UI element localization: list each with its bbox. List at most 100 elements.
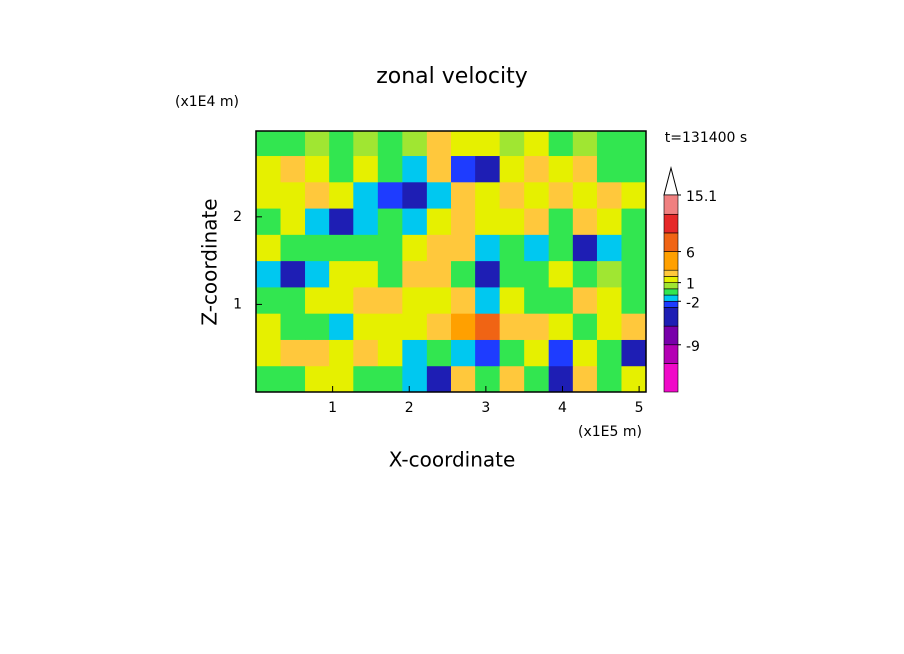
field-cell [377, 234, 403, 262]
field-cell [596, 181, 622, 209]
field-cell [451, 155, 476, 183]
field-cell [280, 155, 306, 183]
field-cell [621, 234, 647, 262]
field-cell [621, 365, 647, 393]
field-cell [280, 365, 306, 393]
field-cell [329, 181, 354, 209]
field-cell [353, 313, 379, 340]
field-cell [596, 155, 622, 183]
field-cell [548, 131, 574, 157]
field-cell [572, 365, 598, 393]
colorbar-tick-label: -2 [686, 295, 700, 311]
field-cell [524, 131, 550, 157]
field-cell [353, 155, 379, 183]
field [256, 131, 647, 393]
field-cell [329, 131, 354, 157]
colorbar-bin [663, 213, 679, 234]
field-cell [305, 286, 330, 314]
x-tick-label: 4 [558, 400, 567, 416]
field-cell [353, 181, 379, 209]
field-cell [377, 131, 403, 157]
field-cell [451, 339, 476, 367]
colorbar-bin [663, 294, 679, 302]
colorbar-tick-label: 15.1 [686, 189, 717, 205]
field-cell [402, 286, 428, 314]
field-cell [305, 339, 330, 367]
field-cell [548, 313, 574, 340]
field-cell [548, 181, 574, 209]
y-unit: (x1E4 m) [175, 94, 239, 110]
x-tick-label: 2 [405, 400, 414, 416]
field-cell [475, 208, 501, 235]
field-cell [353, 208, 379, 235]
field-cell [596, 260, 622, 288]
field-cell [475, 131, 501, 157]
field-cell [451, 313, 476, 340]
field-cell [402, 131, 428, 157]
colorbar-tick-label: -9 [686, 339, 700, 355]
field-cell [256, 181, 282, 209]
field-cell [596, 131, 622, 157]
field-cell [329, 208, 354, 235]
x-axis-title: X-coordinate [389, 448, 516, 472]
field-cell [548, 286, 574, 314]
field-cell [329, 286, 354, 314]
field-cell [377, 155, 403, 183]
field-cell [499, 234, 525, 262]
field-cell [475, 260, 501, 288]
x-unit: (x1E5 m) [578, 424, 642, 440]
field-cell [548, 260, 574, 288]
field-cell [377, 286, 403, 314]
field-cell [280, 181, 306, 209]
field-cell [499, 339, 525, 367]
field-cell [426, 313, 452, 340]
field-cell [596, 313, 622, 340]
colorbar-bin [663, 363, 679, 393]
field-cell [329, 155, 354, 183]
field-cell [353, 339, 379, 367]
x-tick-label: 3 [481, 400, 490, 416]
colorbar-bin [663, 232, 679, 252]
field-cell [621, 131, 647, 157]
field-cell [256, 208, 282, 235]
field-cell [377, 208, 403, 235]
time-label: t=131400 s [665, 130, 747, 146]
field-cell [475, 181, 501, 209]
colorbar-bin [663, 325, 679, 346]
field-cell [572, 131, 598, 157]
field-cell [305, 260, 330, 288]
field-cell [280, 131, 306, 157]
field-cell [402, 181, 428, 209]
field-cell [305, 365, 330, 393]
field-cell [256, 234, 282, 262]
colorbar-bin [663, 282, 679, 290]
field-cell [572, 286, 598, 314]
field-cell [402, 234, 428, 262]
field-cell [524, 313, 550, 340]
field-cell [256, 286, 282, 314]
field-cell [548, 339, 574, 367]
field-cell [280, 313, 306, 340]
field-cell [426, 286, 452, 314]
field-cell [377, 260, 403, 288]
field-cell [305, 155, 330, 183]
field-cell [524, 155, 550, 183]
field-cell [621, 208, 647, 235]
x-tick-label: 5 [635, 400, 644, 416]
colorbar-tick-label: 6 [686, 246, 695, 262]
colorbar-bin [663, 307, 679, 327]
field-cell [475, 313, 501, 340]
field-cell [280, 260, 306, 288]
field-cell [402, 365, 428, 393]
field-cell [451, 208, 476, 235]
field-cell [524, 365, 550, 393]
field-cell [353, 286, 379, 314]
field-cell [621, 339, 647, 367]
field-cell [256, 260, 282, 288]
field-cell [499, 181, 525, 209]
field-cell [475, 286, 501, 314]
plot-frame [255, 130, 647, 393]
field-cell [256, 339, 282, 367]
field-cell [426, 181, 452, 209]
field-cell [353, 365, 379, 393]
